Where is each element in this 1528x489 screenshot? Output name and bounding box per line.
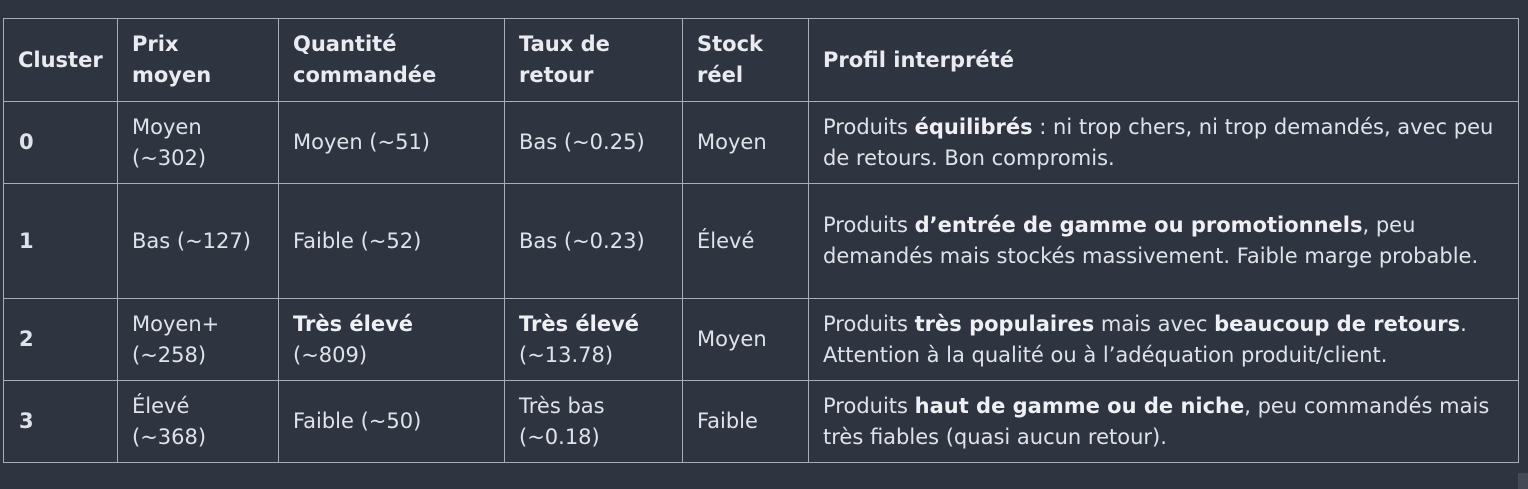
cell-profil: Produits équilibrés : ni trop chers, ni … (808, 101, 1519, 184)
profil-segment: Produits (823, 213, 915, 237)
cell-profil: Produits d’entrée de gamme ou promotionn… (808, 183, 1519, 299)
profil-segment: mais avec (1094, 311, 1215, 336)
quantite-bold: Très élevé (293, 311, 414, 336)
table-row: 3 Élevé (~368) Faible (~50) Très bas (~0… (3, 380, 1519, 463)
cell-cluster: 2 (3, 298, 118, 381)
cell-prix: Moyen (~302) (117, 101, 279, 184)
profil-segment-bold: équilibrés (914, 114, 1033, 139)
scrollbar-corner[interactable] (1518, 473, 1528, 489)
cell-stock: Moyen (682, 101, 809, 184)
cell-taux: Très élevé (~13.78) (504, 298, 683, 381)
cell-quantite: Faible (~50) (278, 380, 505, 463)
cell-stock: Élevé (682, 183, 809, 299)
profil-segment: : ni trop chers, ni trop demandés, avec … (823, 114, 1494, 170)
cell-stock: Moyen (682, 298, 809, 381)
quantite-value: (~809) (293, 342, 368, 367)
taux-value: (~13.78) (519, 342, 614, 367)
profil-segment-bold: très populaires (914, 311, 1095, 336)
header-cluster: Cluster (3, 18, 118, 102)
cluster-table-container: Cluster Prix moyen Quantité commandée Ta… (3, 18, 1519, 463)
cell-cluster: 3 (3, 380, 118, 463)
header-stock-reel: Stock réel (682, 18, 809, 102)
profil-segment: Produits (823, 311, 915, 336)
profil-segment: , peu demandés mais stockés massivement.… (823, 213, 1479, 268)
cell-taux: Bas (~0.25) (504, 101, 683, 184)
profil-segment-bold: haut de gamme ou de niche (914, 393, 1245, 418)
cell-quantite: Moyen (~51) (278, 101, 505, 184)
profil-segment-bold: beaucoup de retours (1214, 311, 1461, 336)
profil-segment-bold: d’entrée de gamme ou promotionnels (914, 213, 1363, 237)
table-row: 1 Bas (~127) Faible (~52) Bas (~0.23) Él… (3, 183, 1519, 299)
cell-profil: Produits très populaires mais avec beauc… (808, 298, 1519, 381)
header-prix-moyen: Prix moyen (117, 18, 279, 102)
header-taux-de-retour: Taux de retour (504, 18, 683, 102)
cell-quantite: Très élevé (~809) (278, 298, 505, 381)
cell-taux: Très bas (~0.18) (504, 380, 683, 463)
profil-segment: Produits (823, 393, 915, 418)
table-header-row: Cluster Prix moyen Quantité commandée Ta… (3, 18, 1519, 102)
cell-profil: Produits haut de gamme ou de niche, peu … (808, 380, 1519, 463)
cluster-profile-table: Cluster Prix moyen Quantité commandée Ta… (3, 18, 1519, 463)
profil-segment: Produits (823, 114, 915, 139)
header-quantite-commandee: Quantité commandée (278, 18, 505, 102)
cell-taux: Bas (~0.23) (504, 183, 683, 299)
cell-quantite: Faible (~52) (278, 183, 505, 299)
cell-stock: Faible (682, 380, 809, 463)
profil-segment: , peu commandés mais très fiables (quasi… (823, 393, 1490, 449)
table-row: 2 Moyen+ (~258) Très élevé (~809) Très él… (3, 298, 1519, 381)
table-row: 0 Moyen (~302) Moyen (~51) Bas (~0.25) M… (3, 101, 1519, 184)
profil-segment: . Attention à la qualité ou à l’adéquati… (823, 311, 1467, 367)
cell-prix: Bas (~127) (117, 183, 279, 299)
taux-bold: Très élevé (519, 311, 640, 336)
header-profil-interprete: Profil interprété (808, 18, 1519, 102)
cell-cluster: 0 (3, 101, 118, 184)
cell-prix: Élevé (~368) (117, 380, 279, 463)
cell-cluster: 1 (3, 183, 118, 299)
cell-prix: Moyen+ (~258) (117, 298, 279, 381)
